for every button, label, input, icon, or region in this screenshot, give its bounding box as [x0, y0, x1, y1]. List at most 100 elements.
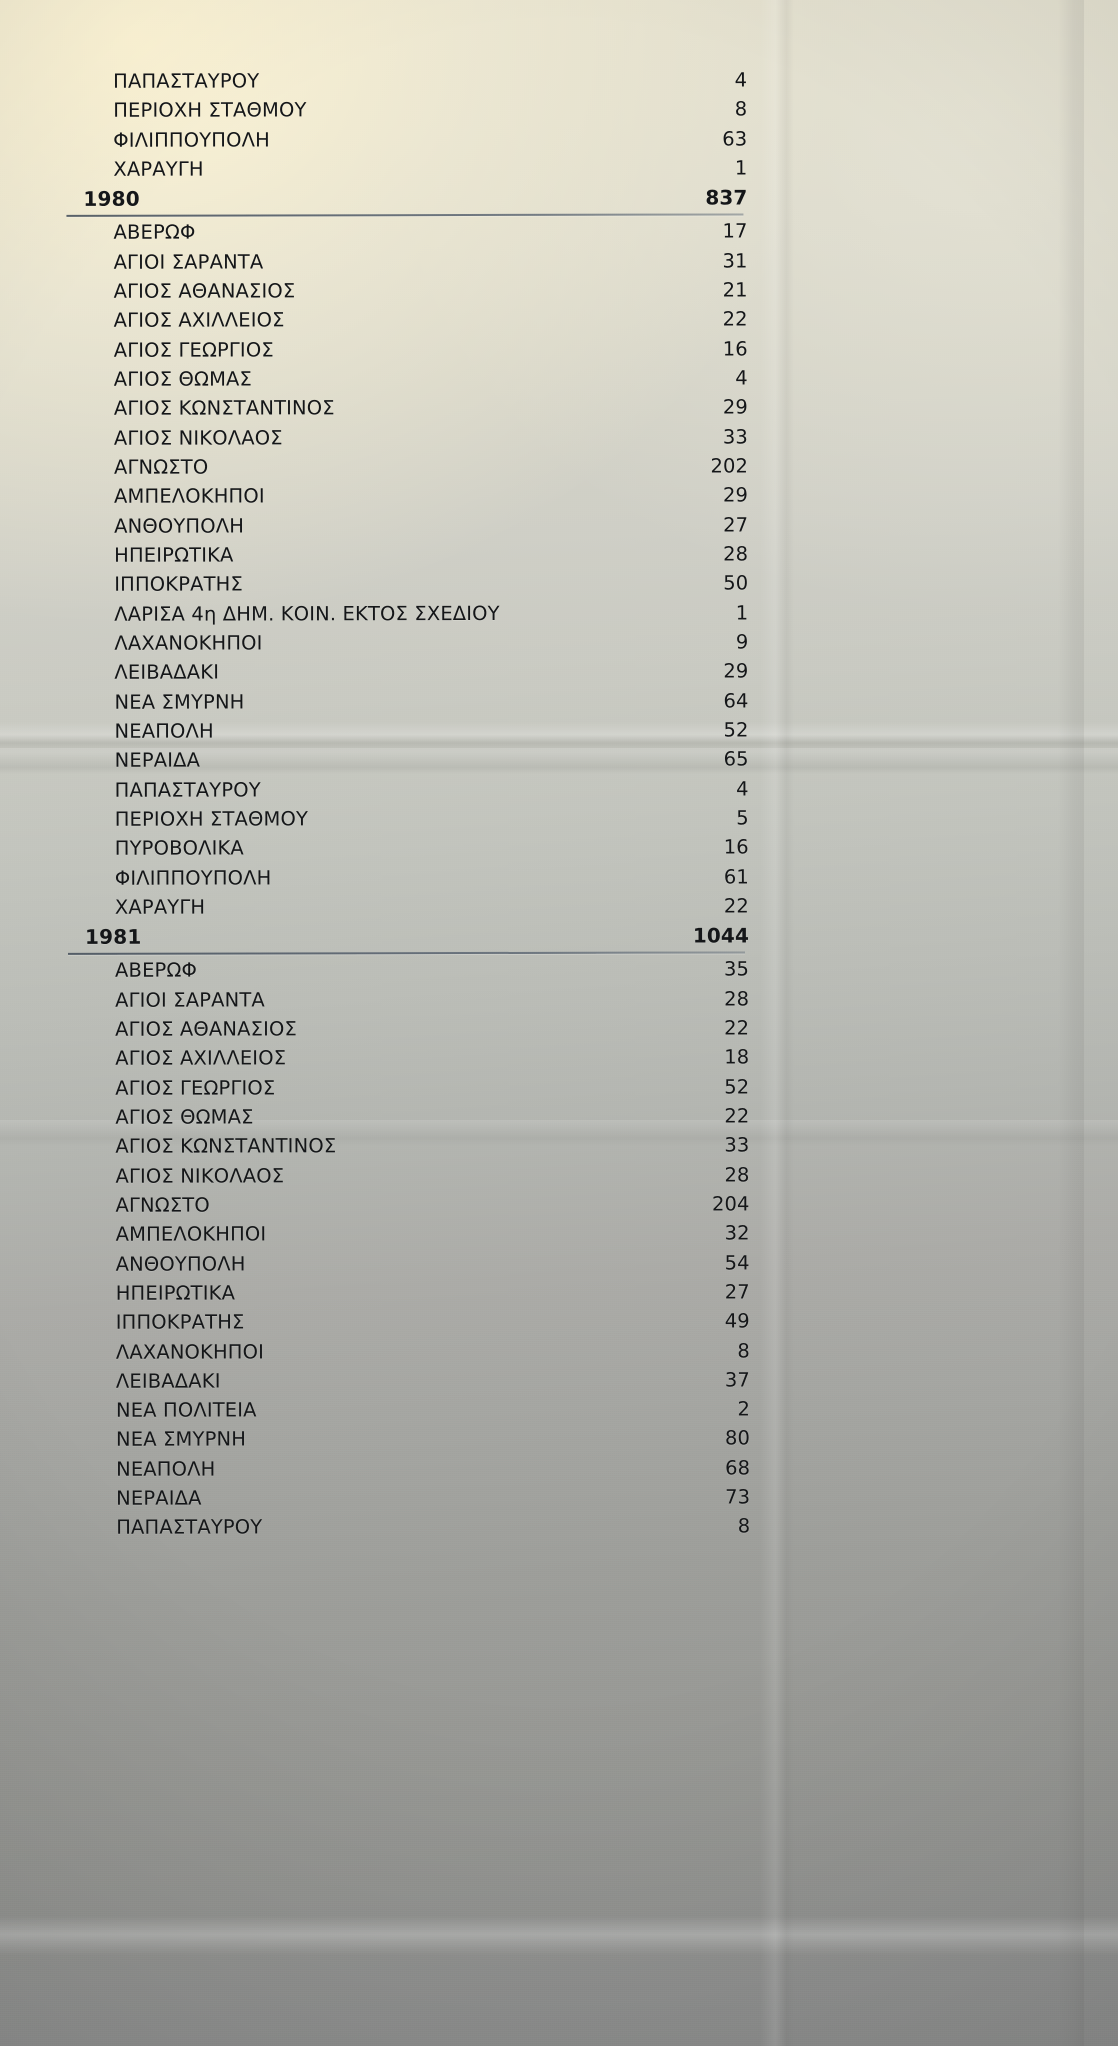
table-row: ΑΓΙΟΣ ΘΩΜΑΣ 22 — [2, 1104, 1118, 1136]
row-label: ΑΓΙΟΣ ΑΘΑΝΑΣΙΟΣ — [113, 279, 296, 303]
table-row: ΛΑΡΙΣΑ 4η ΔΗΜ. ΚΟΙΝ. ΕΚΤΟΣ ΣΧΕΔΙΟΥ 1 — [1, 600, 1118, 632]
row-value: 52 — [724, 1075, 750, 1099]
table-row: ΙΠΠΟΚΡΑΤΗΣ 50 — [1, 571, 1118, 603]
row-value: 202 — [710, 454, 749, 478]
row-label: ΝΕΑ ΣΜΥΡΝΗ — [115, 1427, 247, 1452]
table-row: ΛΑΧΑΝΟΚΗΠΟΙ 8 — [3, 1338, 1118, 1370]
table-row: ΑΜΠΕΛΟΚΗΠΟΙ 32 — [3, 1221, 1118, 1253]
row-label: ΝΕΑΠΟΛΗ — [114, 719, 214, 743]
table-row: ΛΕΙΒΑΔΑΚΙ 37 — [3, 1367, 1118, 1399]
row-label: ΑΓΙΟΣ ΑΧΙΛΛΕΙΟΣ — [113, 308, 285, 333]
row-value: 64 — [723, 689, 749, 713]
row-label: ΠΑΠΑΣΤΑΥΡΟΥ — [116, 1515, 263, 1540]
table-row: ΑΓΙΟΙ ΣΑΡΑΝΤΑ 31 — [1, 248, 1118, 280]
table-row: ΑΜΠΕΛΟΚΗΠΟΙ 29 — [1, 483, 1118, 515]
row-label: ΑΓΙΟΣ ΝΙΚΟΛΑΟΣ — [113, 426, 283, 450]
row-value: 8 — [734, 97, 748, 121]
row-value: 28 — [724, 987, 750, 1011]
row-label: ΝΕΡΑΙΔΑ — [114, 748, 201, 772]
table-row: ΝΕΡΑΙΔΑ 65 — [2, 747, 1118, 779]
row-value: 22 — [723, 894, 749, 918]
row-label: ΛΑΡΙΣΑ 4η ΔΗΜ. ΚΟΙΝ. ΕΚΤΟΣ ΣΧΕΔΙΟΥ — [114, 601, 500, 626]
row-label: ΑΜΠΕΛΟΚΗΠΟΙ — [115, 1222, 267, 1246]
table-row: ΑΓΙΟΣ ΓΕΩΡΓΙΟΣ 52 — [2, 1074, 1118, 1106]
row-label: ΛΑΧΑΝΟΚΗΠΟΙ — [114, 631, 263, 655]
row-value: 27 — [724, 1280, 750, 1304]
table-row: ΑΓΝΩΣΤΟ 204 — [3, 1192, 1118, 1224]
table-row: ΑΓΝΩΣΤΟ 202 — [1, 454, 1118, 486]
section-divider — [67, 951, 745, 956]
table-row: ΝΕΑ ΠΟΛΙΤΕΙΑ 2 — [3, 1397, 1118, 1429]
row-value: 1 — [734, 156, 748, 180]
row-label: ΠΥΡΟΒΟΛΙΚΑ — [114, 836, 244, 860]
row-value: 73 — [725, 1485, 751, 1509]
row-label: ΑΓΝΩΣΤΟ — [113, 455, 209, 479]
table-row: ΑΓΙΟΣ ΑΧΙΛΛΕΙΟΣ 18 — [2, 1045, 1118, 1077]
row-label: ΦΙΛΙΠΠΟΥΠΟΛΗ — [114, 865, 272, 890]
row-label: ΛΕΙΒΑΔΑΚΙ — [114, 660, 220, 685]
table-row: ΛΑΧΑΝΟΚΗΠΟΙ 9 — [1, 630, 1118, 662]
row-value: 4 — [735, 366, 748, 390]
table-row: ΑΓΙΟΣ ΘΩΜΑΣ 4 — [1, 366, 1118, 398]
year-total-row: 1981 1044 — [2, 923, 1118, 955]
table-row: ΠΑΠΑΣΤΑΥΡΟΥ 8 — [3, 1514, 1118, 1546]
section-divider — [66, 213, 744, 218]
row-value: 31 — [722, 249, 748, 273]
row-value: 50 — [723, 571, 749, 595]
row-value: 68 — [725, 1456, 751, 1480]
table-row: ΑΓΙΟΣ ΓΕΩΡΓΙΟΣ 16 — [1, 336, 1118, 368]
table-row: ΠΕΡΙΟΧΗ ΣΤΑΘΜΟΥ 5 — [2, 806, 1118, 838]
table-row: ΠΑΠΑΣΤΑΥΡΟΥ 4 — [0, 68, 1118, 100]
row-value: 4 — [736, 776, 749, 801]
table-row: ΑΓΙΟΣ ΚΩΝΣΤΑΝΤΙΝΟΣ 29 — [1, 395, 1118, 427]
row-value: 21 — [722, 278, 748, 302]
row-value: 54 — [724, 1250, 750, 1275]
row-label: ΠΑΠΑΣΤΑΥΡΟΥ — [113, 69, 260, 93]
row-label: ΝΕΑ ΣΜΥΡΝΗ — [114, 690, 245, 714]
row-label: ΑΓΙΟΣ ΚΩΝΣΤΑΝΤΙΝΟΣ — [113, 396, 335, 421]
year-total-row: 1980 837 — [0, 185, 1118, 217]
table-row: ΑΒΕΡΩΦ 35 — [2, 957, 1118, 989]
table-row: ΝΕΑΠΟΛΗ 52 — [2, 718, 1118, 750]
row-value: 27 — [723, 513, 749, 537]
row-value: 18 — [724, 1045, 750, 1069]
row-value: 37 — [724, 1368, 750, 1392]
row-value: 204 — [711, 1192, 750, 1216]
row-label: ΑΓΝΩΣΤΟ — [115, 1193, 210, 1217]
table-row: ΠΑΠΑΣΤΑΥΡΟΥ 4 — [2, 776, 1118, 808]
row-value: 16 — [723, 835, 749, 859]
table-row: ΝΕΑ ΣΜΥΡΝΗ 64 — [1, 688, 1118, 720]
row-label: ΝΕΑΠΟΛΗ — [116, 1457, 216, 1481]
row-label: ΑΓΙΟΣ ΝΙΚΟΛΑΟΣ — [115, 1164, 285, 1188]
row-label: ΑΓΙΟΣ ΓΕΩΡΓΙΟΣ — [115, 1076, 276, 1100]
table-row: ΛΕΙΒΑΔΑΚΙ 29 — [1, 659, 1118, 691]
row-value: 80 — [724, 1426, 751, 1450]
year-total-value: 837 — [705, 185, 748, 210]
row-value: 52 — [723, 718, 749, 742]
row-value: 5 — [736, 806, 749, 830]
row-label: ΑΓΙΟΣ ΘΩΜΑΣ — [113, 367, 253, 391]
row-label: ΠΕΡΙΟΧΗ ΣΤΑΘΜΟΥ — [113, 98, 307, 123]
table-row: ΑΓΙΟΣ ΑΧΙΛΛΕΙΟΣ 22 — [1, 307, 1118, 339]
row-label: ΗΠΕΙΡΩΤΙΚΑ — [115, 1281, 236, 1305]
table-row: ΠΕΡΙΟΧΗ ΣΤΑΘΜΟΥ 8 — [0, 97, 1118, 129]
row-value: 16 — [722, 337, 748, 361]
row-value: 35 — [723, 957, 750, 981]
row-label: ΑΒΕΡΩΦ — [113, 221, 196, 245]
row-value: 63 — [722, 127, 748, 151]
row-value: 29 — [722, 395, 748, 419]
row-label: ΧΑΡΑΥΓΗ — [113, 157, 204, 181]
table-row: ΑΓΙΟΣ ΝΙΚΟΛΑΟΣ 28 — [2, 1162, 1118, 1194]
row-label: ΙΠΠΟΚΡΑΤΗΣ — [115, 1310, 245, 1334]
row-value: 65 — [723, 747, 749, 771]
row-label: ΠΕΡΙΟΧΗ ΣΤΑΘΜΟΥ — [114, 807, 309, 831]
table-row: ΝΕΑΠΟΛΗ 68 — [3, 1455, 1118, 1487]
row-label: ΛΕΙΒΑΔΑΚΙ — [115, 1369, 221, 1393]
year-label: 1980 — [83, 186, 140, 212]
year-total-value: 1044 — [692, 923, 749, 948]
table-row: ΑΝΘΟΥΠΟΛΗ 27 — [1, 512, 1118, 544]
row-label: ΗΠΕΙΡΩΤΙΚΑ — [114, 543, 234, 567]
row-label: ΑΜΠΕΛΟΚΗΠΟΙ — [114, 484, 265, 509]
row-label: ΦΙΛΙΠΠΟΥΠΟΛΗ — [113, 128, 270, 152]
